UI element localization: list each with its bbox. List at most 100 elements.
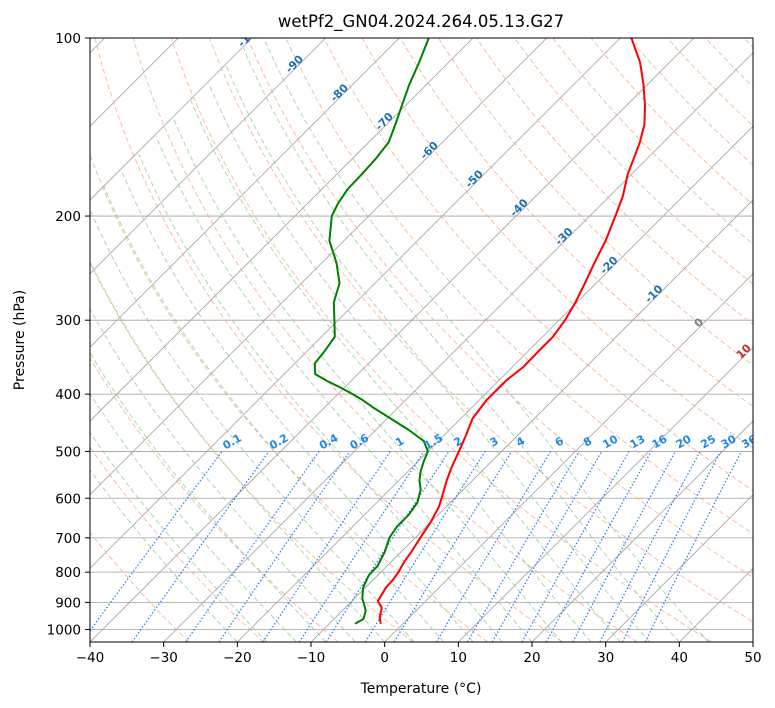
mixing-ratio-line [599, 451, 701, 642]
moist-adiabat-line [190, 100, 592, 642]
moist-adiabat-line [208, 83, 621, 642]
moist-adiabat-line [263, 38, 710, 642]
mixing-ratio-line [621, 451, 722, 642]
x-axis-title: Temperature (°C) [360, 681, 482, 697]
moist-adiabat-line [243, 47, 680, 642]
x-tick-label: 20 [523, 650, 540, 666]
mixing-ratio-label: 1 [393, 434, 406, 449]
x-tick-label: −10 [297, 650, 326, 666]
mixing-ratio-label: 30 [719, 432, 739, 451]
mixing-ratio-line [298, 451, 425, 642]
dry-adiabat-line [132, 38, 638, 642]
isotherm-gridline [163, 52, 753, 642]
dry-adiabat-line [247, 38, 753, 578]
y-tick-label: 800 [55, 565, 81, 581]
isotherm-gridline [531, 420, 753, 642]
dry-adiabat-line [90, 357, 339, 642]
y-tick-label: 600 [55, 491, 81, 507]
isotherm-gridline [90, 38, 695, 642]
y-tick-label: 100 [55, 31, 81, 47]
dry-adiabat-line [94, 38, 563, 642]
mixing-ratio-label: 6 [553, 434, 566, 449]
mixing-ratio-line [521, 451, 630, 642]
dry-adiabat-label: -80 [328, 81, 351, 104]
isotherm-gridline [752, 641, 753, 642]
y-tick-label: 400 [55, 387, 81, 403]
moist-adiabat-line [155, 135, 533, 642]
mixing-ratio-label: 4 [514, 434, 527, 449]
mixing-ratio-label: 20 [674, 432, 694, 451]
x-tick-label: 50 [744, 650, 761, 666]
plot-frame [89, 37, 754, 643]
x-tick-label: 30 [597, 650, 614, 666]
x-tick-label: 40 [671, 650, 688, 666]
dry-adiabat-line [323, 38, 753, 492]
dry-adiabat-line [399, 38, 753, 408]
mixing-ratio-label: 1.5 [422, 431, 445, 452]
dry-adiabat-label: -60 [418, 139, 441, 162]
x-tick-label: −40 [76, 650, 105, 666]
y-tick-label: 1000 [47, 622, 81, 638]
dry-adiabat-line [743, 38, 753, 49]
moist-adiabat-line [90, 307, 356, 642]
isotherm-gridline [458, 346, 753, 642]
x-tick-label: 10 [450, 650, 467, 666]
dry-adiabat-line [90, 261, 414, 642]
grid-lines [90, 38, 753, 642]
dry-adiabat-line [285, 38, 753, 535]
dry-adiabat-label: -30 [552, 225, 575, 248]
mixing-ratio-line [90, 451, 223, 632]
mixing-ratio-label: 8 [581, 434, 594, 449]
mixing-ratio-label: 13 [628, 432, 648, 451]
dry-adiabat-line [476, 38, 753, 326]
moist-adiabat-line [103, 186, 444, 642]
isotherm-gridline [90, 38, 253, 201]
dry-adiabat-label: -10 [642, 282, 665, 305]
axes: −40 −30 −20 −10 0 10 20 30 40 50 1000 900 800 700 600 5… [47, 31, 762, 666]
mixing-ratio-label: 0.6 [348, 431, 372, 452]
moist-adiabat-line [90, 468, 238, 642]
dry-adiabat-line [361, 38, 753, 449]
mixing-ratio-label: 25 [698, 432, 718, 451]
mixing-ratio-line [545, 451, 652, 642]
mixing-ratio-line [185, 451, 320, 642]
dry-adiabat-line [705, 38, 753, 88]
mixing-ratio-label: 10 [600, 432, 620, 451]
isotherm-gridline [90, 38, 621, 569]
mixing-ratio-line [491, 451, 603, 642]
dry-adiabat-line [90, 153, 488, 642]
isotherm-gridline [90, 38, 474, 422]
dry-adiabat-line [209, 38, 753, 623]
mixing-ratio-line [131, 451, 270, 642]
isotherm-gridline [237, 125, 753, 642]
moist-adiabat-line [90, 392, 297, 642]
isotherm-gridline [679, 567, 753, 642]
dry-adiabat-line [170, 38, 712, 642]
moist-adiabat-line [225, 65, 651, 642]
dry-adiabat-label: -50 [463, 167, 486, 190]
dewpoint-line [313, 38, 430, 625]
isotherm-gridline [90, 38, 547, 496]
y-tick-label: 500 [55, 444, 81, 460]
mixing-ratio-label: 0.4 [317, 431, 341, 452]
dry-adiabat-line [437, 38, 753, 366]
mixing-ratio-label: 36 [739, 432, 759, 451]
dry-adiabat-line [667, 38, 753, 127]
mixing-ratio-line [644, 451, 743, 642]
y-tick-label: 300 [55, 313, 81, 329]
dry-adiabat-line [90, 446, 264, 642]
moist-adiabat-line [173, 118, 562, 642]
moist-adiabat-line [90, 351, 327, 642]
mixing-ratio-line [262, 451, 391, 642]
isotherm-gridline [384, 273, 753, 642]
mixing-ratio-line [572, 451, 677, 642]
mixing-ratio-line [466, 451, 580, 642]
dry-adiabat-line [90, 531, 190, 642]
temperature-line [376, 38, 646, 624]
moist-adiabat-line [138, 153, 503, 642]
chart-title: wetPf2_GN04.2024.264.05.13.G27 [278, 12, 564, 32]
x-tick-label: −20 [223, 650, 252, 666]
x-tick-label: 0 [380, 650, 389, 666]
moist-adiabat-line [90, 208, 415, 642]
